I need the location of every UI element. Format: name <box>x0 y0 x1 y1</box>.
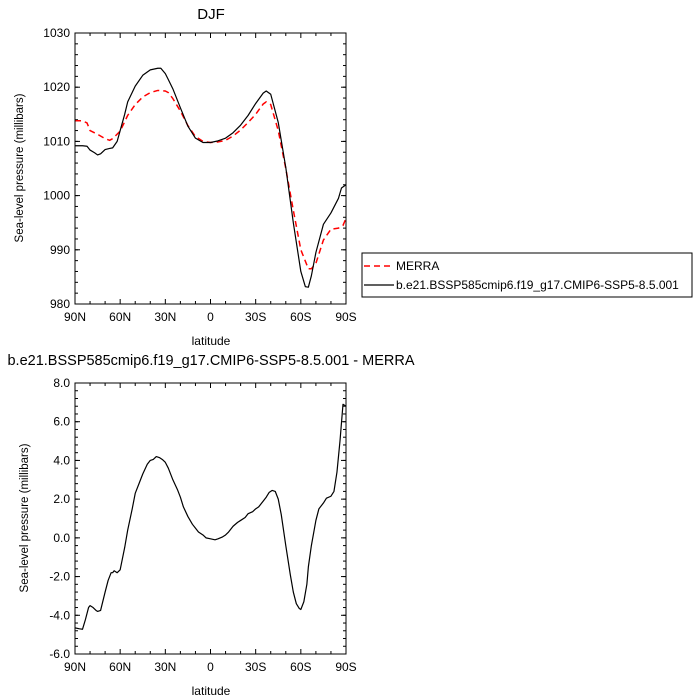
x-tick-label: 0 <box>207 310 214 324</box>
x-tick-label: 30S <box>245 660 266 674</box>
y-tick-label: 2.0 <box>53 492 70 506</box>
x-tick-label: 60N <box>109 660 131 674</box>
series-line-0 <box>74 403 347 630</box>
y-tick-label: 4.0 <box>53 453 70 467</box>
pressure-chart: DJF 90N 60N 30N 0 30S 60S 90S 980 990 1000 1010 102… <box>14 6 357 348</box>
x-tick-label: 30N <box>154 660 176 674</box>
y-tick-label: 8.0 <box>53 376 70 390</box>
difference-chart: b.e21.BSSP585cmip6.f19_g17.CMIP6-SSP5-8.… <box>7 353 414 698</box>
x-tick-label: 30S <box>245 310 266 324</box>
axis-ticks: 90N 60N 30N 0 30S 60S 90S 980 990 1000 1010 1020 103… <box>43 26 356 324</box>
y-axis-label: Sea-level pressure (millibars) <box>14 93 26 242</box>
axis-ticks: 90N 60N 30N 0 30S 60S 90S -6.0 -4.0 -2.0 0.0 2.0 4.0… <box>49 376 356 674</box>
y-tick-label: -2.0 <box>49 570 70 584</box>
y-tick-label: 980 <box>50 297 70 311</box>
series-line-1 <box>75 67 347 288</box>
x-tick-label: 60N <box>109 310 131 324</box>
legend-box <box>361 252 693 298</box>
y-tick-label: 0.0 <box>53 531 70 545</box>
y-axis-label: Sea-level pressure (millibars) <box>19 443 31 592</box>
series-lines <box>74 403 347 630</box>
x-axis-label: latitude <box>192 684 231 698</box>
y-tick-label: -4.0 <box>49 608 70 622</box>
x-tick-label: 90S <box>335 310 356 324</box>
series-lines <box>75 67 347 288</box>
plot-frame <box>74 32 347 305</box>
plot-frame <box>74 382 347 655</box>
x-tick-label: 30N <box>154 310 176 324</box>
y-tick-label: 1000 <box>43 189 70 203</box>
difference-chart-title: b.e21.BSSP585cmip6.f19_g17.CMIP6-SSP5-8.… <box>7 353 414 369</box>
legend-label-merra: MERRA <box>396 259 439 273</box>
legend-label-model: b.e21.BSSP585cmip6.f19_g17.CMIP6-SSP5-8.… <box>396 278 679 292</box>
y-tick-label: 990 <box>50 243 70 257</box>
y-tick-label: 6.0 <box>53 415 70 429</box>
x-tick-label: 90N <box>64 660 86 674</box>
x-tick-label: 0 <box>207 660 214 674</box>
x-tick-label: 60S <box>290 310 311 324</box>
x-axis-label: latitude <box>192 334 231 348</box>
x-tick-label: 60S <box>290 660 311 674</box>
chart-title: DJF <box>197 6 225 23</box>
x-tick-label: 90N <box>64 310 86 324</box>
legend: MERRA b.e21.BSSP585cmip6.f19_g17.CMIP6-S… <box>361 252 693 298</box>
y-tick-label: 1020 <box>43 80 70 94</box>
series-line-0 <box>75 89 347 270</box>
y-tick-label: 1030 <box>43 26 70 40</box>
y-tick-label: 1010 <box>43 134 70 148</box>
x-tick-label: 90S <box>335 660 356 674</box>
y-tick-label: -6.0 <box>49 647 70 661</box>
